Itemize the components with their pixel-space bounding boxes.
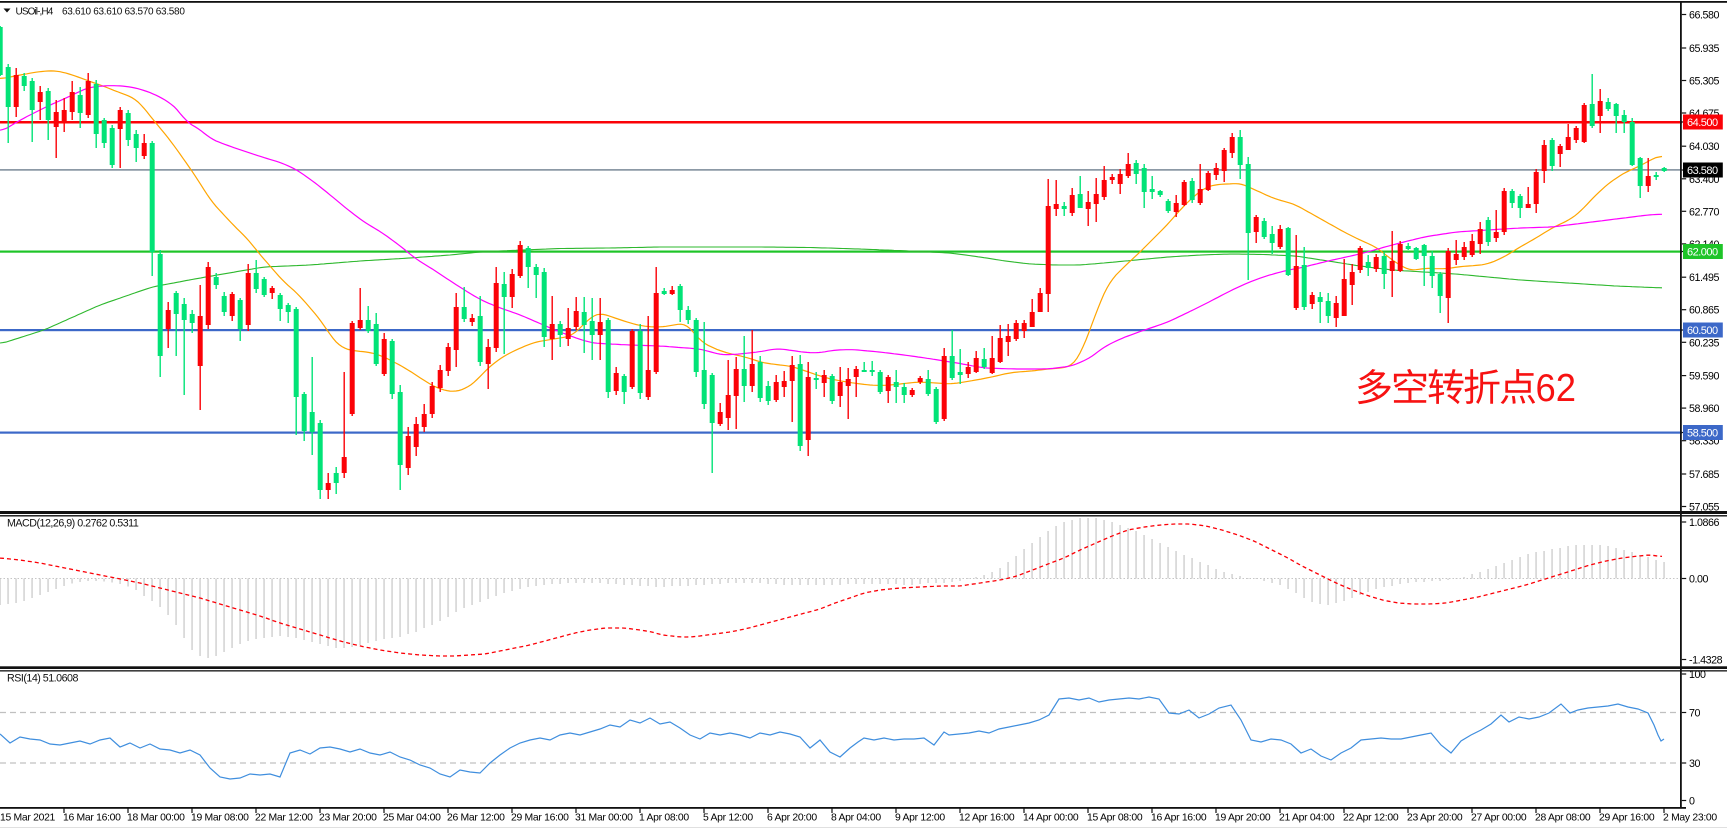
svg-text:60.500: 60.500 <box>1687 325 1718 337</box>
svg-text:1.0866: 1.0866 <box>1689 517 1719 529</box>
svg-text:59.590: 59.590 <box>1689 371 1719 383</box>
svg-text:9 Apr 12:00: 9 Apr 12:00 <box>895 813 945 824</box>
svg-text:64.500: 64.500 <box>1687 117 1718 129</box>
svg-text:62: 62 <box>1536 367 1577 410</box>
svg-text:26 Mar 12:00: 26 Mar 12:00 <box>447 813 505 824</box>
svg-text:-1.4328: -1.4328 <box>1689 655 1723 667</box>
svg-text:12 Apr 16:00: 12 Apr 16:00 <box>959 813 1015 824</box>
svg-text:23 Mar 20:00: 23 Mar 20:00 <box>319 813 377 824</box>
svg-text:29 Apr 16:00: 29 Apr 16:00 <box>1599 813 1655 824</box>
svg-text:23 Apr 20:00: 23 Apr 20:00 <box>1407 813 1463 824</box>
svg-text:100: 100 <box>1689 669 1706 681</box>
svg-text:57.055: 57.055 <box>1689 502 1719 514</box>
svg-text:57.685: 57.685 <box>1689 469 1719 481</box>
svg-text:RSI(14) 51.0608: RSI(14) 51.0608 <box>7 673 78 685</box>
svg-text:66.580: 66.580 <box>1689 10 1719 22</box>
svg-text:18 Mar 00:00: 18 Mar 00:00 <box>127 813 185 824</box>
svg-text:19 Mar 08:00: 19 Mar 08:00 <box>191 813 249 824</box>
svg-text:27 Apr 00:00: 27 Apr 00:00 <box>1471 813 1527 824</box>
svg-text:60.865: 60.865 <box>1689 305 1719 317</box>
svg-text:0.00: 0.00 <box>1689 574 1709 586</box>
svg-text:1 Apr 08:00: 1 Apr 08:00 <box>639 813 689 824</box>
svg-text:15 Mar 2021: 15 Mar 2021 <box>0 813 56 824</box>
svg-text:62.770: 62.770 <box>1689 206 1719 218</box>
svg-text:58.960: 58.960 <box>1689 403 1719 415</box>
svg-text:31 Mar 00:00: 31 Mar 00:00 <box>575 813 633 824</box>
svg-text:5 Apr 12:00: 5 Apr 12:00 <box>703 813 753 824</box>
svg-text:21 Apr 04:00: 21 Apr 04:00 <box>1279 813 1335 824</box>
svg-text:19 Apr 20:00: 19 Apr 20:00 <box>1215 813 1271 824</box>
svg-text:58.500: 58.500 <box>1687 428 1718 440</box>
svg-text:16 Mar 16:00: 16 Mar 16:00 <box>63 813 121 824</box>
svg-text:63.610 63.610 63.570 63.580: 63.610 63.610 63.570 63.580 <box>62 7 185 18</box>
svg-text:16 Apr 16:00: 16 Apr 16:00 <box>1151 813 1207 824</box>
svg-text:62.000: 62.000 <box>1687 247 1718 259</box>
svg-text:65.935: 65.935 <box>1689 43 1719 55</box>
svg-text:MACD(12,26,9) 0.2762 0.5311: MACD(12,26,9) 0.2762 0.5311 <box>7 518 139 530</box>
svg-text:22 Apr 12:00: 22 Apr 12:00 <box>1343 813 1399 824</box>
svg-text:22 Mar 12:00: 22 Mar 12:00 <box>255 813 313 824</box>
svg-text:8 Apr 04:00: 8 Apr 04:00 <box>831 813 881 824</box>
svg-text:USOil-,H4: USOil-,H4 <box>16 7 54 18</box>
svg-text:30: 30 <box>1689 758 1700 770</box>
svg-text:15 Apr 08:00: 15 Apr 08:00 <box>1087 813 1143 824</box>
svg-text:28 Apr 08:00: 28 Apr 08:00 <box>1535 813 1591 824</box>
svg-text:0: 0 <box>1689 796 1695 808</box>
svg-text:25 Mar 04:00: 25 Mar 04:00 <box>383 813 441 824</box>
svg-text:61.495: 61.495 <box>1689 272 1719 284</box>
svg-text:65.305: 65.305 <box>1689 76 1719 88</box>
svg-text:64.030: 64.030 <box>1689 141 1719 153</box>
svg-text:70: 70 <box>1689 708 1700 720</box>
svg-text:29 Mar 16:00: 29 Mar 16:00 <box>511 813 569 824</box>
svg-text:63.580: 63.580 <box>1687 165 1718 177</box>
svg-text:6 Apr 20:00: 6 Apr 20:00 <box>767 813 817 824</box>
svg-text:2 May 23:00: 2 May 23:00 <box>1663 813 1717 824</box>
svg-text:14 Apr 00:00: 14 Apr 00:00 <box>1023 813 1079 824</box>
svg-text:60.235: 60.235 <box>1689 337 1719 349</box>
